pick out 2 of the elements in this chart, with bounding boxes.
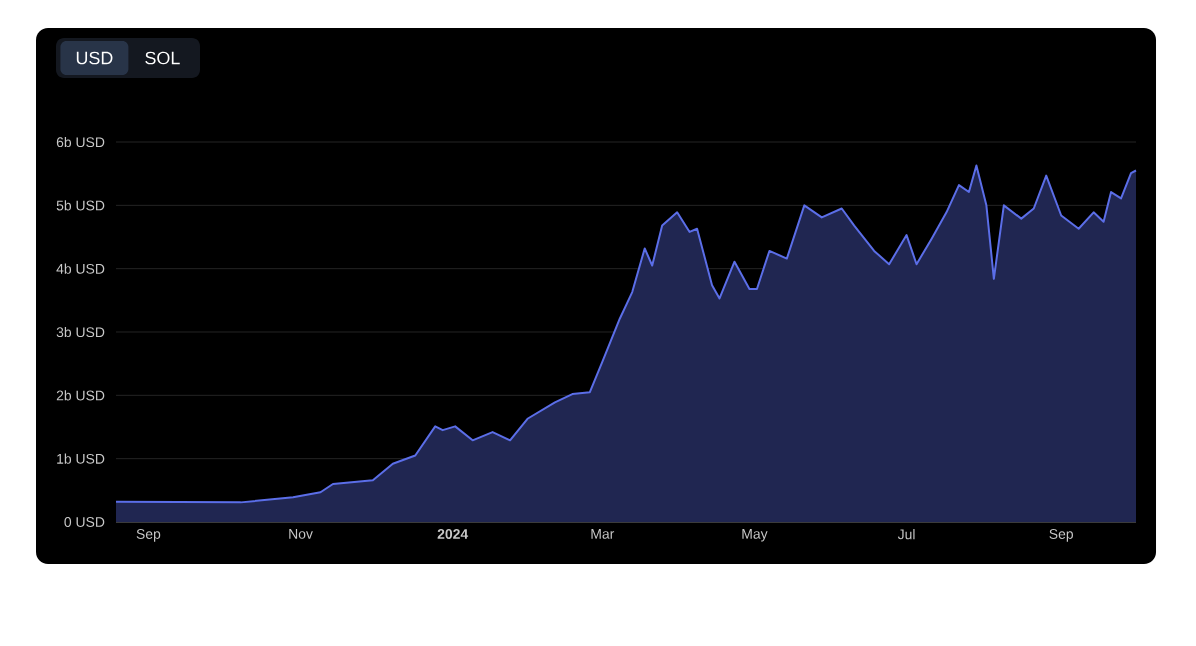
text: SOL [145, 51, 180, 65]
text: USD [76, 51, 113, 65]
